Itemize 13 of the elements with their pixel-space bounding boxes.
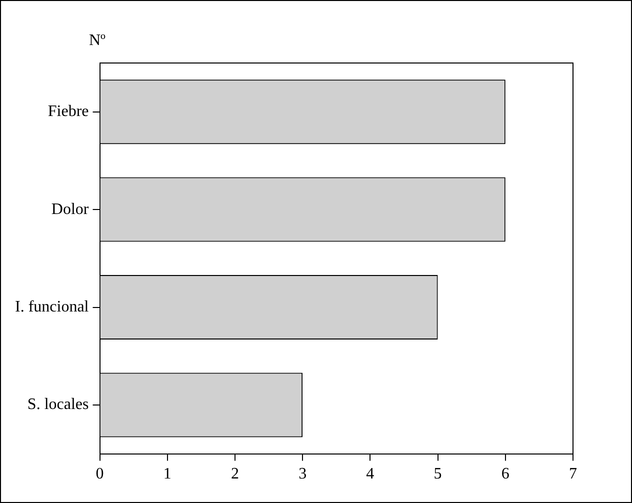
x-tick-label: 0 — [96, 466, 104, 483]
x-tick-label: 6 — [501, 466, 510, 483]
x-tick-label: 7 — [569, 466, 577, 483]
y-tick-label: I. funcional — [15, 298, 90, 316]
x-tick-label: 5 — [434, 466, 442, 483]
x-tick-label: 1 — [163, 466, 172, 483]
x-tick-label: 3 — [298, 466, 307, 483]
y-tick-label: S. locales — [27, 396, 89, 414]
y-tick-label: Dolor — [51, 200, 90, 218]
y-tick-label: Fiebre — [48, 103, 89, 120]
x-tick-label: 4 — [366, 466, 374, 483]
x-tick-label: 2 — [230, 466, 239, 483]
y-axis-title: Nº — [89, 32, 106, 50]
